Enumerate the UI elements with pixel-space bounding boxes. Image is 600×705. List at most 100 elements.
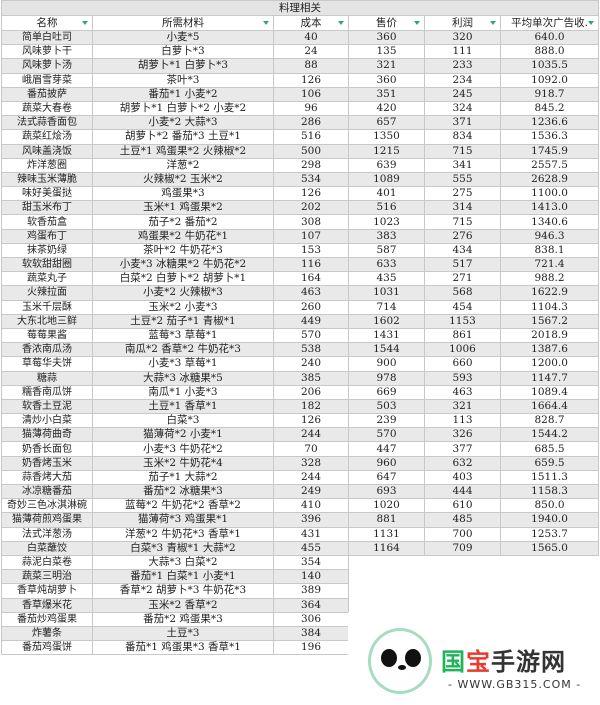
table-cell[interactable]: 389: [273, 583, 349, 599]
table-cell[interactable]: 香草*2 胡萝卜*3 牛奶花*3: [92, 583, 274, 599]
table-cell[interactable]: 峨眉雪芽菜: [1, 72, 93, 88]
table-cell[interactable]: 276: [424, 228, 501, 244]
table-cell[interactable]: 玉米*2 小麦*3: [92, 299, 274, 315]
table-cell[interactable]: 抹茶奶绿: [1, 242, 93, 259]
table-cell[interactable]: 111: [424, 44, 501, 60]
table-cell[interactable]: 153: [273, 242, 349, 259]
table-cell[interactable]: 463: [273, 285, 349, 301]
table-cell[interactable]: 164: [273, 271, 349, 287]
table-cell[interactable]: 640.0: [499, 29, 600, 46]
table-cell[interactable]: 1544: [348, 342, 425, 358]
table-cell[interactable]: 834: [424, 129, 501, 145]
empty-cell[interactable]: [500, 583, 599, 598]
table-cell[interactable]: 1006: [424, 342, 501, 358]
table-cell[interactable]: 396: [273, 512, 349, 528]
table-cell[interactable]: 洋葱*2 牛奶花*3 香草*1: [92, 526, 274, 542]
table-cell[interactable]: 845.2: [499, 100, 600, 117]
table-cell[interactable]: 大蒜*3 冰糖果*5: [92, 370, 274, 386]
table-cell[interactable]: 383: [348, 228, 425, 244]
table-cell[interactable]: 401: [348, 186, 425, 202]
table-cell[interactable]: 700: [424, 526, 501, 542]
empty-cell[interactable]: [424, 569, 501, 584]
table-cell[interactable]: 447: [348, 441, 425, 457]
table-cell[interactable]: 693: [348, 483, 425, 500]
table-cell[interactable]: 308: [273, 214, 349, 230]
table-cell[interactable]: 土豆*1 香草*1: [92, 398, 274, 415]
table-cell[interactable]: 玉米千层酥: [1, 299, 93, 315]
table-cell[interactable]: 960: [348, 455, 425, 471]
table-cell[interactable]: 182: [273, 398, 349, 415]
table-cell[interactable]: 271: [424, 271, 501, 287]
table-cell[interactable]: 火辣椒*2 玉米*2: [92, 171, 274, 188]
table-cell[interactable]: 610: [424, 498, 501, 514]
table-cell[interactable]: 900: [348, 356, 425, 372]
table-cell[interactable]: 685.5: [499, 441, 600, 457]
table-cell[interactable]: 小麦*5: [92, 29, 274, 46]
column-header[interactable]: 利润: [424, 15, 501, 31]
table-cell[interactable]: 715: [424, 143, 501, 159]
table-cell[interactable]: 978: [348, 370, 425, 386]
table-cell[interactable]: 白菜蘸饺: [1, 540, 93, 556]
column-header[interactable]: 所需材料: [92, 15, 274, 31]
empty-cell[interactable]: [424, 555, 501, 570]
table-cell[interactable]: 324: [424, 100, 501, 117]
table-cell[interactable]: 炸薯条: [1, 625, 93, 642]
table-cell[interactable]: 850.0: [499, 498, 600, 514]
table-cell[interactable]: 116: [273, 256, 349, 273]
table-cell[interactable]: 土豆*2 茄子*1 青椒*1: [92, 313, 274, 329]
table-cell[interactable]: 1100.0: [499, 186, 600, 202]
table-cell[interactable]: 570: [348, 427, 425, 443]
table-cell[interactable]: 206: [273, 384, 349, 400]
table-cell[interactable]: 360: [348, 29, 425, 46]
table-cell[interactable]: 517: [424, 256, 501, 273]
table-cell[interactable]: 321: [348, 58, 425, 74]
table-cell[interactable]: 味好美蛋挞: [1, 186, 93, 202]
filter-dropdown-icon[interactable]: [414, 21, 420, 25]
table-cell[interactable]: 1236.6: [499, 115, 600, 131]
table-cell[interactable]: 632: [424, 455, 501, 471]
table-cell[interactable]: 1215: [348, 143, 425, 159]
table-cell[interactable]: 431: [273, 526, 349, 542]
table-cell[interactable]: 鸡蛋布丁: [1, 228, 93, 244]
filter-dropdown-icon[interactable]: [588, 21, 595, 25]
empty-cell[interactable]: [500, 569, 599, 584]
column-header[interactable]: 成本: [273, 15, 349, 31]
table-cell[interactable]: 1089: [348, 171, 425, 188]
table-cell[interactable]: 516: [273, 129, 349, 145]
table-cell[interactable]: 辣味玉米薄脆: [1, 171, 93, 188]
table-cell[interactable]: 莓莓果酱: [1, 327, 93, 344]
table-cell[interactable]: 清炒小白菜: [1, 413, 93, 429]
table-cell[interactable]: 320: [424, 29, 501, 46]
table-cell[interactable]: 茄子*2 番茄*2: [92, 214, 274, 230]
table-cell[interactable]: 1567.2: [499, 313, 600, 329]
table-cell[interactable]: 猫薄荷*3 鸡蛋果*1: [92, 512, 274, 528]
table-cell[interactable]: 蒜泥白菜卷: [1, 554, 93, 571]
table-cell[interactable]: 1431: [348, 327, 425, 344]
table-cell[interactable]: 法式洋葱汤: [1, 526, 93, 542]
table-cell[interactable]: 1253.7: [499, 526, 600, 542]
empty-cell[interactable]: [348, 555, 425, 570]
table-cell[interactable]: 1745.9: [499, 143, 600, 159]
table-cell[interactable]: 659.5: [499, 455, 600, 471]
table-cell[interactable]: 白萝卜*3: [92, 44, 274, 60]
table-cell[interactable]: 茄子*1 大蒜*2: [92, 469, 274, 486]
table-cell[interactable]: 70: [273, 441, 349, 457]
table-cell[interactable]: 1544.2: [499, 427, 600, 443]
table-cell[interactable]: 660: [424, 356, 501, 372]
table-cell[interactable]: 奶香长面包: [1, 441, 93, 457]
table-cell[interactable]: 454: [424, 299, 501, 315]
table-cell[interactable]: 364: [273, 597, 349, 613]
table-cell[interactable]: 328: [273, 455, 349, 471]
table-cell[interactable]: 485: [424, 512, 501, 528]
table-cell[interactable]: 蔬菜三明治: [1, 569, 93, 585]
table-cell[interactable]: 1350: [348, 129, 425, 145]
table-cell[interactable]: 白菜*2 白萝卜*2 胡萝卜*1: [92, 271, 274, 287]
table-cell[interactable]: 1200.0: [499, 356, 600, 372]
table-cell[interactable]: 蒜香烤大茄: [1, 469, 93, 486]
empty-cell[interactable]: [348, 583, 425, 598]
table-cell[interactable]: 96: [273, 100, 349, 117]
table-cell[interactable]: 314: [424, 200, 501, 216]
table-cell[interactable]: 538: [273, 342, 349, 358]
table-cell[interactable]: 126: [273, 72, 349, 88]
table-cell[interactable]: 40: [273, 29, 349, 46]
